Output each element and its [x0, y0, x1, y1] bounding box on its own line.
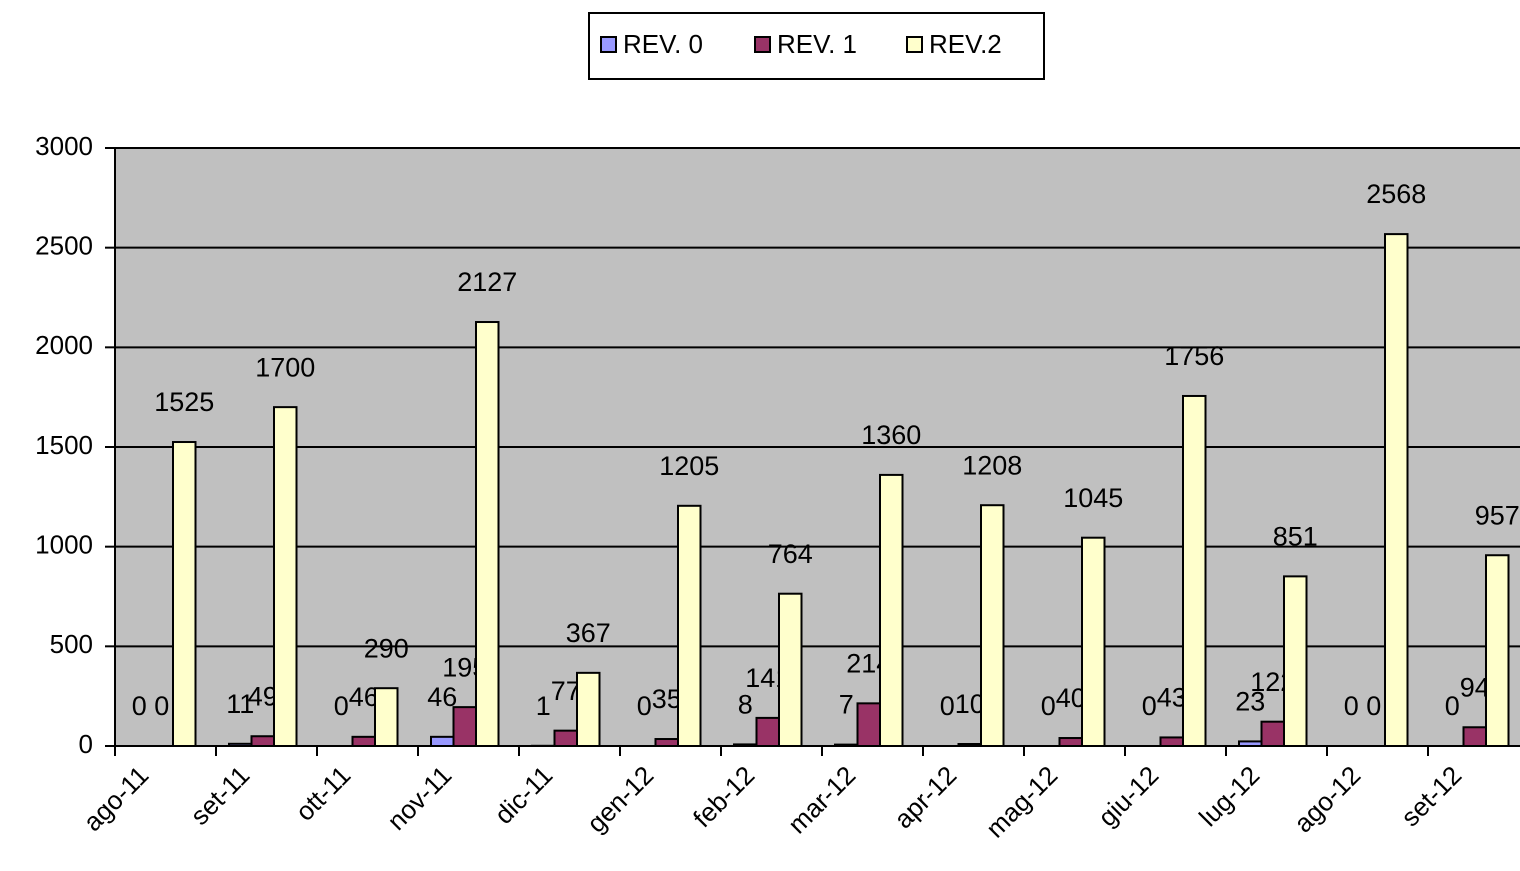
data-label: 49: [248, 681, 278, 711]
data-label: 11: [226, 689, 254, 719]
data-label: 0: [1142, 691, 1157, 721]
legend-swatch: [906, 36, 923, 53]
bar: [576, 671, 601, 747]
x-tick-label: gen-12: [581, 760, 659, 838]
legend-swatch: [754, 36, 771, 53]
bar: [374, 687, 399, 748]
data-label: 851: [1273, 521, 1318, 551]
bar: [250, 735, 275, 747]
bar: [1462, 726, 1487, 748]
bar: [1260, 720, 1285, 748]
bar: [553, 729, 578, 747]
y-tick-label: 1000: [35, 530, 93, 560]
data-label: 8: [738, 690, 753, 720]
bar: [452, 706, 477, 748]
data-label: 764: [768, 539, 813, 569]
data-label: 957: [1475, 500, 1520, 530]
x-tick-label: lug-12: [1193, 760, 1265, 832]
y-tick-label: 1500: [35, 430, 93, 460]
bar: [172, 441, 197, 747]
bar: [1058, 737, 1083, 748]
data-label: 0: [132, 691, 147, 721]
legend-label: REV. 0: [623, 29, 703, 59]
bar: [273, 406, 298, 747]
bar: [778, 592, 803, 748]
data-label: 1: [536, 691, 551, 721]
bar: [1182, 394, 1207, 747]
data-label: 0: [637, 691, 652, 721]
x-tick-label: feb-12: [687, 760, 760, 833]
y-tick-label: 0: [79, 729, 93, 759]
data-label: 290: [364, 633, 409, 663]
x-tick-label: nov-11: [381, 760, 457, 836]
data-label: 0: [1344, 691, 1359, 721]
legend-box: [588, 12, 1045, 80]
bar: [1283, 575, 1308, 747]
x-tick-label: ott-11: [290, 760, 357, 827]
y-tick-label: 2500: [35, 231, 93, 261]
data-label: 77: [551, 676, 581, 706]
legend-label: REV.2: [929, 29, 1002, 59]
bar: [1159, 736, 1184, 747]
data-label: 35: [652, 684, 682, 714]
data-label: 23: [1235, 687, 1265, 717]
bar: [1081, 536, 1106, 747]
y-tick-label: 3000: [35, 131, 93, 161]
data-label: 40: [1056, 683, 1086, 713]
bar: [430, 735, 455, 748]
data-label: 0: [940, 691, 955, 721]
bar: [980, 504, 1005, 747]
x-tick-label: set-12: [1395, 760, 1467, 832]
data-label: 7: [839, 690, 854, 720]
data-label: 0: [1366, 691, 1381, 721]
y-tick-label: 500: [50, 629, 93, 659]
data-label: 1756: [1164, 341, 1224, 371]
data-label: 43: [1157, 683, 1187, 713]
x-tick-label: set-11: [184, 760, 255, 831]
bar: [677, 504, 702, 748]
data-label: 0: [1445, 691, 1460, 721]
data-label: 1360: [861, 420, 921, 450]
legend-label: REV. 1: [777, 29, 857, 59]
x-tick-label: mag-12: [980, 760, 1064, 844]
x-tick-label: dic-11: [488, 760, 558, 830]
data-label: 1205: [659, 451, 719, 481]
data-label: 1045: [1063, 483, 1123, 513]
bar: [351, 735, 376, 748]
data-label: 1208: [962, 450, 1022, 480]
data-label: 1700: [255, 352, 315, 382]
x-tick-label: giu-12: [1092, 760, 1164, 832]
x-tick-label: ago-12: [1288, 760, 1366, 838]
data-label: 46: [349, 682, 379, 712]
bar: [1384, 233, 1409, 747]
bar: [755, 716, 780, 747]
data-label: 1525: [154, 387, 214, 417]
data-label: 10: [955, 689, 985, 719]
y-tick-label: 2000: [35, 330, 93, 360]
x-tick-label: ago-11: [77, 760, 154, 837]
legend: REV. 0 REV. 1 REV.2: [588, 12, 1045, 80]
data-label: 367: [566, 618, 611, 648]
data-label: 2127: [457, 267, 517, 297]
bar: [654, 738, 679, 747]
data-label: 0: [1041, 691, 1056, 721]
data-label: 94: [1460, 672, 1490, 702]
bar: [475, 321, 500, 747]
x-tick-label: mar-12: [782, 760, 861, 839]
x-tick-label: apr-12: [888, 760, 962, 834]
bar: [856, 702, 881, 747]
bar: [879, 473, 904, 747]
data-label: 46: [427, 682, 457, 712]
legend-swatch: [600, 36, 617, 53]
bar: [1485, 554, 1510, 747]
data-label: 0: [154, 691, 169, 721]
data-label: 0: [334, 691, 349, 721]
data-label: 2568: [1366, 179, 1426, 209]
